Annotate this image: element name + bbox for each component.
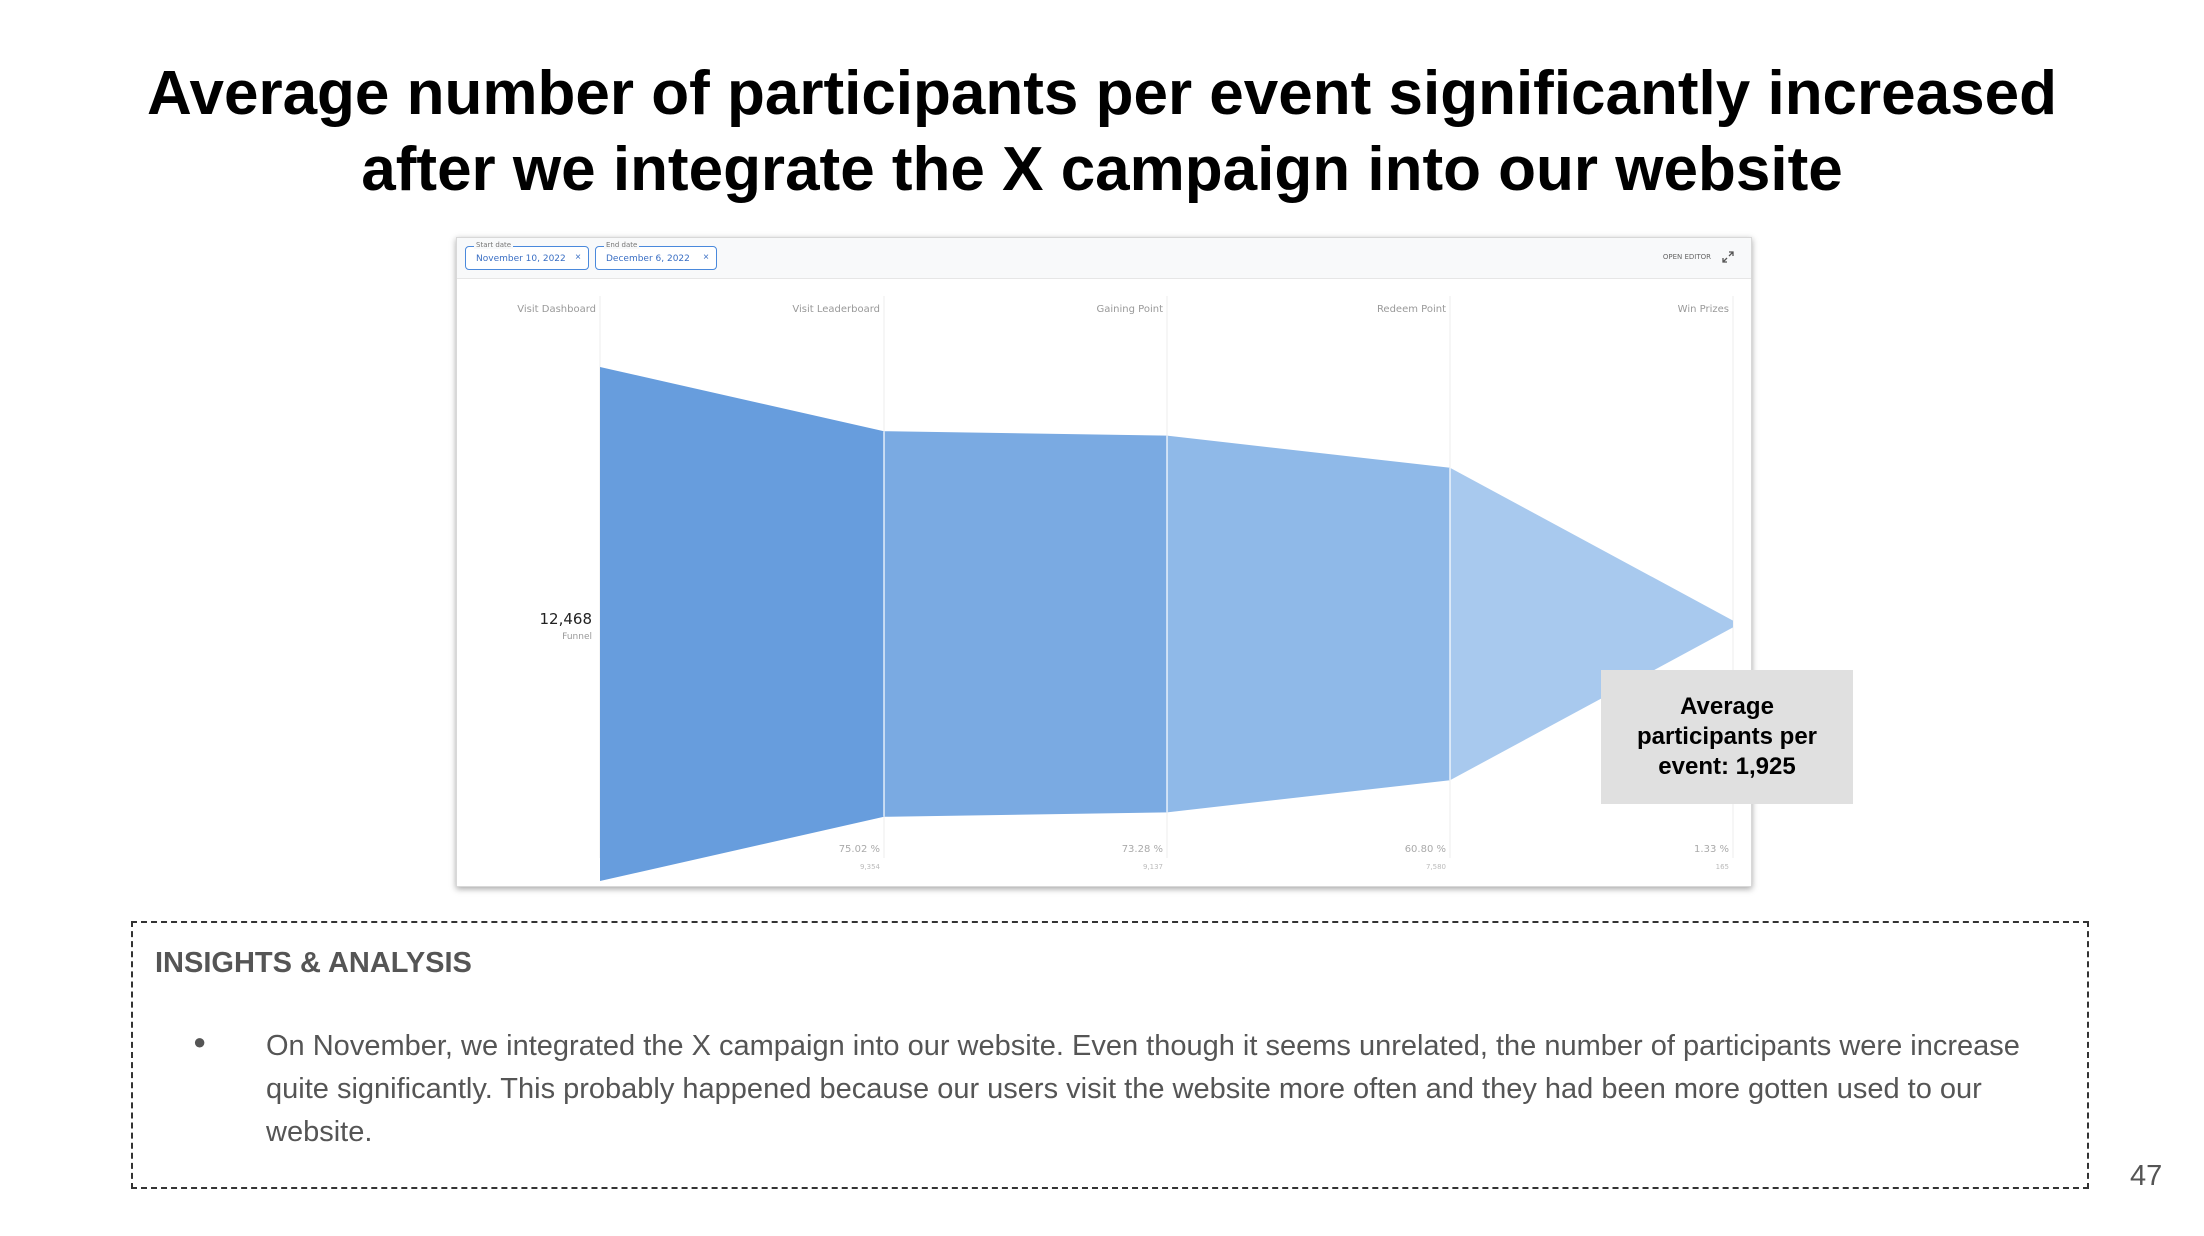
funnel-dashboard-screenshot: Start date November 10, 2022 × End date … xyxy=(456,237,1752,887)
page-number: 47 xyxy=(2130,1160,2163,1192)
funnel-segment-redeem-point-to-win-prizes xyxy=(1450,467,1733,781)
step-count-win-prizes: 165 xyxy=(1716,863,1729,871)
step-percent-win-prizes: 1.33 % xyxy=(1694,844,1729,855)
step-count-visit-leaderboard: 9,354 xyxy=(860,863,881,871)
insights-heading: INSIGHTS & ANALYSIS xyxy=(155,947,472,979)
step-label-win-prizes: Win Prizes xyxy=(1678,304,1729,315)
funnel-segment-gaining-point-to-redeem-point xyxy=(1167,435,1450,813)
step-label-redeem-point: Redeem Point xyxy=(1377,304,1446,315)
funnel-total-label: Funnel xyxy=(562,632,592,642)
average-participants-callout: Average participants per event: 1,925 xyxy=(1601,670,1853,804)
funnel-segment-visit-dashboard-to-visit-leaderboard xyxy=(600,367,884,881)
end-date-clear-icon[interactable]: × xyxy=(703,252,709,263)
start-date-label: Start date xyxy=(474,241,514,249)
start-date-clear-icon[interactable]: × xyxy=(575,252,581,263)
step-percent-visit-leaderboard: 75.02 % xyxy=(839,844,880,855)
start-date-value: November 10, 2022 xyxy=(476,254,566,264)
step-count-gaining-point: 9,137 xyxy=(1143,863,1163,871)
insights-box: INSIGHTS & ANALYSIS ● On November, we in… xyxy=(131,921,2089,1189)
step-count-redeem-point: 7,580 xyxy=(1426,863,1446,871)
funnel-total-value: 12,468 xyxy=(540,610,593,628)
step-label-gaining-point: Gaining Point xyxy=(1097,304,1164,315)
funnel-segment-visit-leaderboard-to-gaining-point xyxy=(884,431,1167,817)
insight-text: On November, we integrated the X campaig… xyxy=(266,1030,2020,1148)
expand-icon[interactable] xyxy=(1721,250,1735,264)
start-date-filter[interactable]: Start date November 10, 2022 × xyxy=(465,241,589,270)
funnel-labels: Visit Dashboard Visit Leaderboard 75.02 % 9… xyxy=(517,304,1729,871)
average-participants-text: Average participants per event: 1,925 xyxy=(1636,693,1818,780)
open-editor-link[interactable]: OPEN EDITOR xyxy=(1662,253,1711,261)
step-percent-gaining-point: 73.28 % xyxy=(1122,844,1163,855)
end-date-value: December 6, 2022 xyxy=(606,254,690,264)
slide-title-line-1: Average number of participants per event… xyxy=(147,59,2057,128)
step-label-visit-leaderboard: Visit Leaderboard xyxy=(792,304,880,315)
bullet-icon: ● xyxy=(193,1029,207,1054)
dashboard-toolbar: Start date November 10, 2022 × End date … xyxy=(457,238,1751,279)
slide-title-line-2: after we integrate the X campaign into o… xyxy=(361,135,1843,204)
end-date-label: End date xyxy=(604,241,640,249)
slide-title: Average number of participants per event… xyxy=(0,56,2204,208)
step-percent-redeem-point: 60.80 % xyxy=(1405,844,1446,855)
end-date-filter[interactable]: End date December 6, 2022 × xyxy=(595,241,717,270)
step-label-visit-dashboard: Visit Dashboard xyxy=(517,304,596,315)
funnel-segments xyxy=(600,367,1733,881)
funnel-chart: Visit Dashboard Visit Leaderboard 75.02 % 9… xyxy=(517,296,1734,881)
